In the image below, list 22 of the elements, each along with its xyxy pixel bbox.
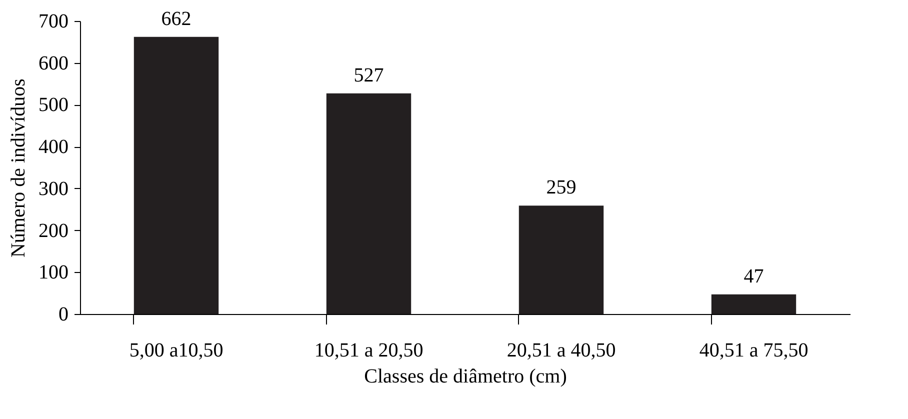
y-tick-label: 700 bbox=[38, 10, 68, 32]
y-axis-title: Número de indivíduos bbox=[8, 78, 30, 258]
bar bbox=[326, 93, 412, 314]
data-label: 527 bbox=[354, 64, 384, 86]
y-tick-label: 600 bbox=[38, 52, 68, 74]
data-label: 259 bbox=[546, 176, 576, 199]
y-tick-label: 200 bbox=[38, 220, 68, 242]
y-tick-label: 500 bbox=[38, 94, 68, 116]
y-tick-label: 300 bbox=[38, 178, 68, 200]
bar bbox=[134, 36, 219, 314]
y-tick-label: 400 bbox=[38, 136, 68, 158]
data-label: 662 bbox=[161, 8, 192, 30]
bar bbox=[518, 206, 604, 314]
x-tick-label: 10,51 a 20,50 bbox=[314, 340, 424, 362]
bar bbox=[711, 294, 796, 314]
data-label: 47 bbox=[744, 265, 764, 288]
y-tick-label: 0 bbox=[58, 304, 68, 326]
x-tick-label: 20,51 a 40,50 bbox=[506, 340, 616, 362]
x-axis-title: Classes de diâmetro (cm) bbox=[364, 366, 567, 388]
x-tick-label: 5,00 a10,50 bbox=[129, 340, 224, 362]
y-tick-label: 100 bbox=[38, 262, 68, 284]
x-tick-label: 40,51 a 75,50 bbox=[699, 340, 808, 362]
